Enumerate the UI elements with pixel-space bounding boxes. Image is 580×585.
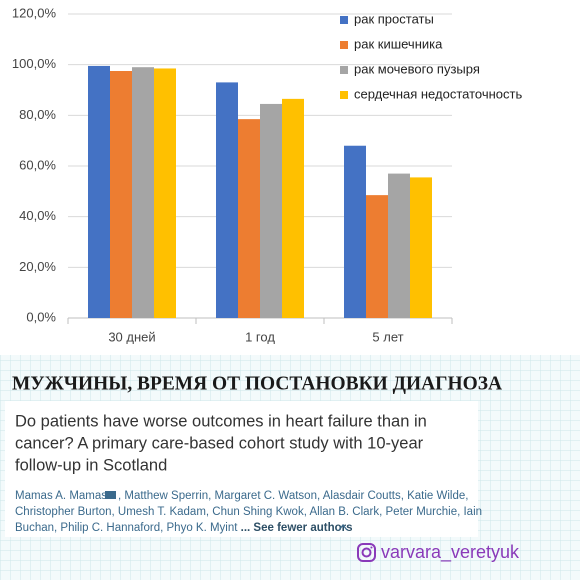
bar bbox=[154, 68, 176, 318]
legend-label: рак мочевого пузыря bbox=[354, 61, 480, 76]
legend-swatch bbox=[340, 16, 348, 24]
legend-label: рак кишечника bbox=[354, 36, 443, 51]
author-line: Buchan, Philip C. Hannaford, Phyo K. Myi… bbox=[15, 522, 353, 534]
y-tick-label: 120,0% bbox=[12, 5, 57, 20]
chevron[interactable] bbox=[338, 523, 348, 531]
bar bbox=[282, 98, 304, 318]
mail-icon[interactable] bbox=[105, 491, 116, 499]
handle: varvara_veretyuk bbox=[381, 542, 520, 563]
author-line: , Matthew Sperrin, Margaret C. Watson, A… bbox=[118, 490, 468, 502]
y-tick-label: 80,0% bbox=[19, 107, 56, 122]
legend-label: рак простаты bbox=[354, 11, 434, 26]
x-tick-label: 1 год bbox=[245, 329, 275, 344]
bar bbox=[410, 177, 432, 318]
toggle-authors[interactable]: ... See fewer authors bbox=[241, 522, 353, 534]
title-line: cancer? A primary care-based cohort stud… bbox=[15, 434, 424, 452]
legend-swatch bbox=[340, 66, 348, 74]
legend-swatch bbox=[340, 91, 348, 99]
bar bbox=[88, 65, 110, 318]
instagram-icon bbox=[357, 543, 376, 562]
bar bbox=[132, 67, 154, 318]
author-line: Buchan, Philip C. Hannaford, Phyo K. Myi… bbox=[15, 522, 238, 534]
title-line: follow-up in Scotland bbox=[15, 456, 167, 474]
y-tick-label: 60,0% bbox=[19, 157, 56, 172]
y-tick-label: 0,0% bbox=[26, 309, 56, 324]
bar bbox=[260, 103, 282, 318]
article-card bbox=[5, 401, 478, 537]
heading: МУЖЧИНЫ, ВРЕМЯ ОТ ПОСТАНОВКИ ДИАГНОЗА bbox=[12, 373, 503, 395]
bar bbox=[238, 119, 260, 318]
author: Mamas A. Mamas bbox=[15, 490, 107, 502]
author-line: Christopher Burton, Umesh T. Kadam, Chun… bbox=[15, 506, 482, 518]
article-title: Do patients have worse outcomes in heart… bbox=[15, 412, 427, 474]
legend-label: сердечная недостаточность bbox=[354, 86, 522, 101]
x-tick-label: 30 дней bbox=[108, 329, 155, 344]
legend-swatch bbox=[340, 41, 348, 49]
bar bbox=[110, 71, 132, 318]
bar bbox=[344, 145, 366, 318]
chart: 0,0% 20,0% 40,0% 60,0% 80,0% 100,0% 120,0% 30 д… bbox=[12, 5, 523, 344]
bar bbox=[366, 195, 388, 318]
y-tick-label: 40,0% bbox=[19, 208, 56, 223]
title-line: Do patients have worse outcomes in heart… bbox=[15, 412, 427, 430]
authors: Mamas A. Mamas , Matthew Sperrin, Margar… bbox=[15, 490, 482, 534]
x-tick-label: 5 лет bbox=[372, 329, 403, 344]
bar bbox=[388, 173, 410, 318]
y-tick-label: 20,0% bbox=[19, 259, 56, 274]
bar bbox=[216, 82, 238, 319]
y-tick-label: 100,0% bbox=[12, 56, 57, 71]
